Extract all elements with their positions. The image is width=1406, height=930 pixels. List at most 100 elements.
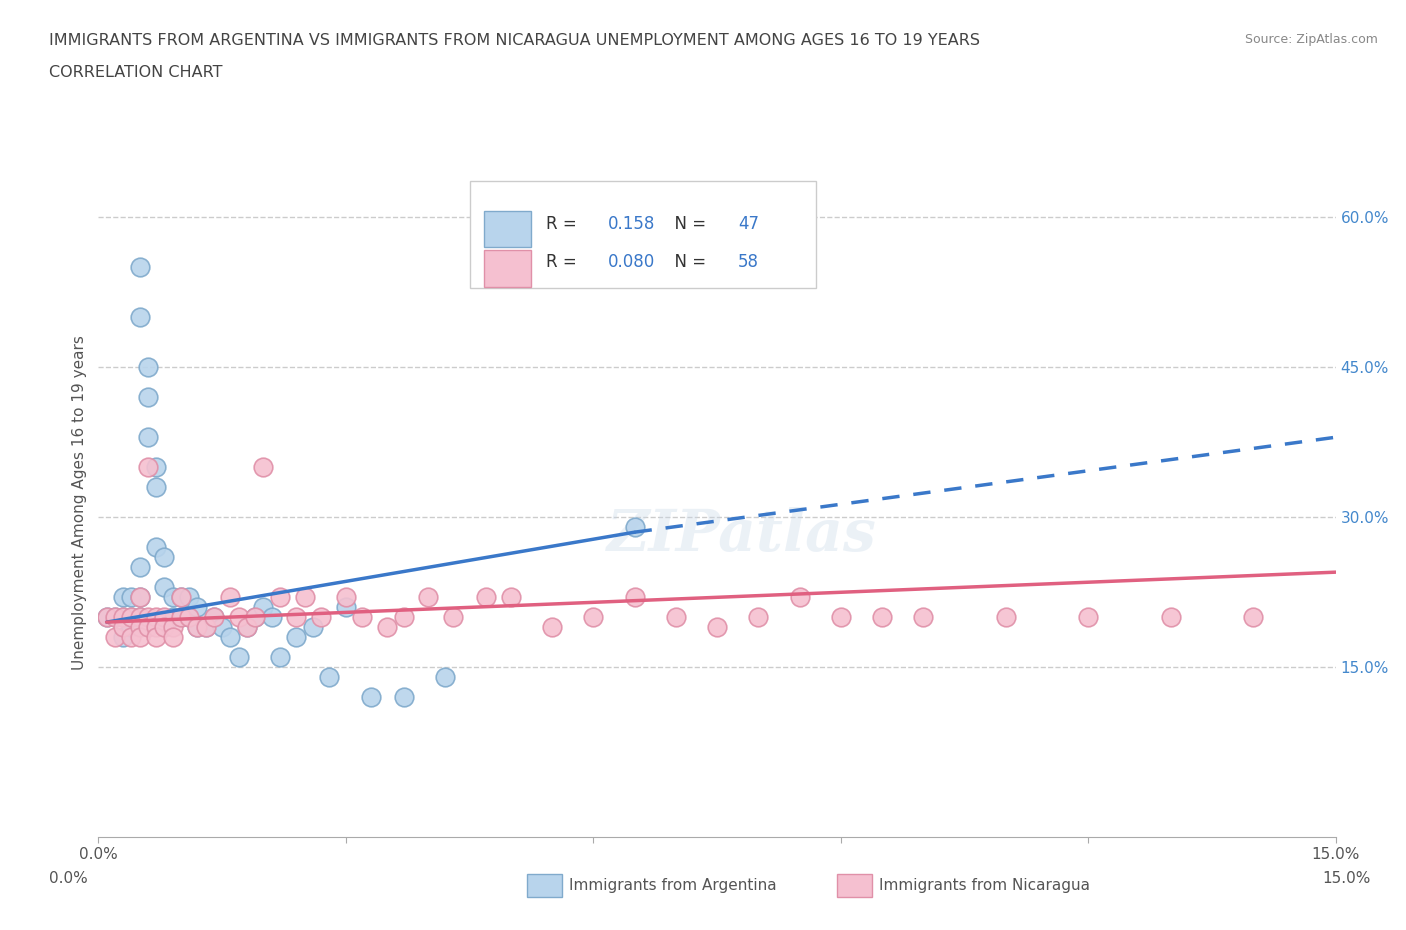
Text: N =: N = [664, 253, 711, 272]
Point [145, 480, 167, 495]
Point [789, 590, 811, 604]
Point [136, 619, 159, 634]
Point [112, 610, 135, 625]
Point [219, 590, 242, 604]
Point [128, 610, 150, 625]
Point [128, 259, 150, 274]
Point [1077, 610, 1099, 625]
Point [1160, 610, 1182, 625]
Point [541, 619, 564, 634]
Point [375, 619, 398, 634]
Point [128, 630, 150, 644]
Point [392, 690, 415, 705]
Point [236, 619, 259, 634]
Point [335, 600, 357, 615]
Point [392, 610, 415, 625]
Point [302, 619, 325, 634]
Text: ZIPatlas: ZIPatlas [607, 508, 877, 564]
Point [136, 360, 159, 375]
Point [170, 590, 193, 604]
Point [112, 590, 135, 604]
Text: 0.0%: 0.0% [49, 871, 89, 886]
Point [153, 619, 176, 634]
Point [830, 610, 852, 625]
Point [912, 610, 935, 625]
Point [112, 619, 135, 634]
Point [128, 610, 150, 625]
Point [418, 590, 440, 604]
Point [104, 610, 127, 625]
Point [179, 590, 201, 604]
FancyBboxPatch shape [485, 210, 531, 247]
Point [309, 610, 332, 625]
Point [260, 610, 283, 625]
Point [706, 619, 728, 634]
Point [136, 459, 159, 474]
Text: IMMIGRANTS FROM ARGENTINA VS IMMIGRANTS FROM NICARAGUA UNEMPLOYMENT AMONG AGES 1: IMMIGRANTS FROM ARGENTINA VS IMMIGRANTS … [49, 33, 980, 47]
Point [1241, 610, 1264, 625]
Point [179, 610, 201, 625]
Point [145, 630, 167, 644]
Point [335, 590, 357, 604]
Point [582, 610, 605, 625]
Text: Immigrants from Argentina: Immigrants from Argentina [569, 878, 778, 893]
Point [186, 619, 208, 634]
Point [318, 670, 340, 684]
Point [120, 610, 142, 625]
Point [170, 610, 193, 625]
Point [153, 610, 176, 625]
Text: R =: R = [547, 215, 582, 232]
Text: R =: R = [547, 253, 582, 272]
Point [252, 459, 274, 474]
Point [747, 610, 769, 625]
Text: 15.0%: 15.0% [1323, 871, 1371, 886]
Point [153, 550, 176, 565]
Text: 0.158: 0.158 [609, 215, 655, 232]
Point [994, 610, 1017, 625]
Point [136, 390, 159, 405]
Text: Source: ZipAtlas.com: Source: ZipAtlas.com [1244, 33, 1378, 46]
Point [269, 650, 291, 665]
Point [269, 590, 291, 604]
Point [128, 590, 150, 604]
Point [228, 650, 250, 665]
Point [475, 590, 498, 604]
Point [96, 610, 118, 625]
Point [499, 590, 522, 604]
Point [120, 590, 142, 604]
Point [202, 610, 225, 625]
Point [179, 610, 201, 625]
Text: N =: N = [664, 215, 711, 232]
Point [128, 590, 150, 604]
Point [211, 619, 233, 634]
Point [128, 619, 150, 634]
Point [236, 619, 259, 634]
Point [145, 459, 167, 474]
Point [96, 610, 118, 625]
Point [145, 610, 167, 625]
Point [623, 590, 645, 604]
Point [128, 310, 150, 325]
Point [162, 619, 184, 634]
Point [186, 619, 208, 634]
Point [112, 630, 135, 644]
Point [243, 610, 266, 625]
Point [219, 630, 242, 644]
Point [285, 630, 308, 644]
Point [162, 590, 184, 604]
Point [285, 610, 308, 625]
Point [252, 600, 274, 615]
Point [170, 610, 193, 625]
Point [228, 610, 250, 625]
Point [360, 690, 382, 705]
Point [104, 610, 127, 625]
Text: 47: 47 [738, 215, 759, 232]
Point [243, 610, 266, 625]
Point [170, 590, 193, 604]
Text: 0.080: 0.080 [609, 253, 655, 272]
Point [162, 630, 184, 644]
Point [128, 560, 150, 575]
Point [145, 539, 167, 554]
FancyBboxPatch shape [485, 250, 531, 287]
Point [202, 610, 225, 625]
